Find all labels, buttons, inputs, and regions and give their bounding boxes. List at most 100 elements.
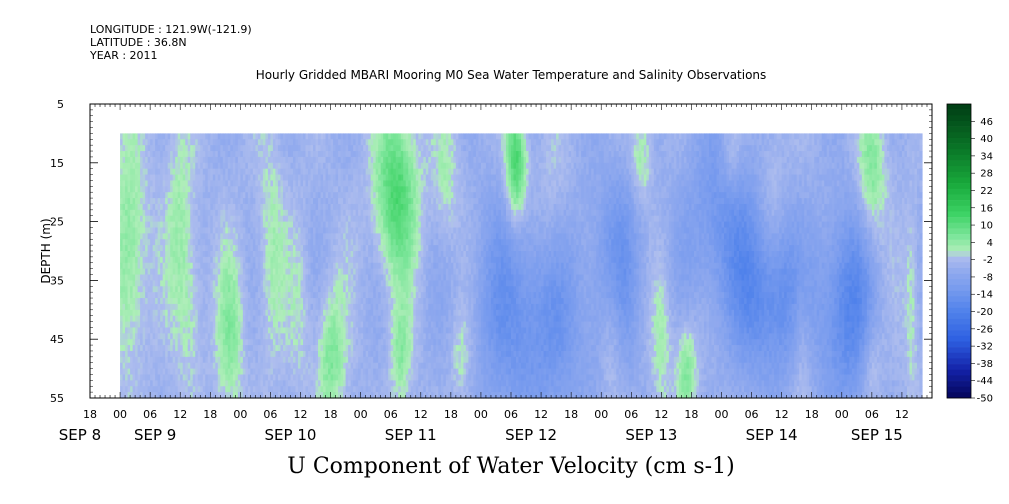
- heatmap-cell: [140, 368, 144, 376]
- heatmap-cell: [120, 145, 124, 152]
- heatmap-cell: [135, 162, 139, 170]
- heatmap-cell: [125, 168, 129, 176]
- heatmap-cell: [125, 215, 129, 223]
- heatmap-cell: [132, 198, 136, 205]
- heatmap-cell: [120, 221, 124, 229]
- heatmap-cell: [122, 198, 126, 205]
- heatmap-cell: [137, 345, 141, 352]
- heatmap-cell: [122, 380, 126, 387]
- heatmap-cell: [125, 292, 129, 299]
- heatmap-cell: [127, 174, 131, 182]
- heatmap-cell: [140, 186, 144, 193]
- heatmap-cell: [127, 350, 131, 358]
- heatmap-cell: [132, 392, 136, 399]
- heatmap-cell: [127, 233, 131, 240]
- heatmap-cell: [120, 233, 124, 240]
- heatmap-cell: [135, 221, 139, 229]
- heatmap-cell: [130, 162, 134, 170]
- heatmap-cell: [125, 392, 129, 399]
- heatmap-cell: [150, 133, 154, 140]
- heatmap-cell: [122, 233, 126, 240]
- heatmap-cell: [122, 256, 126, 264]
- heatmap-cell: [150, 139, 154, 146]
- heatmap-cell: [142, 221, 146, 229]
- heatmap-cell: [120, 303, 124, 311]
- heatmap-cell: [135, 145, 139, 152]
- heatmap-cell: [127, 262, 131, 270]
- heatmap-cell: [132, 356, 136, 364]
- heatmap-cell: [137, 298, 141, 305]
- heatmap-cell: [150, 168, 154, 176]
- heatmap-cell: [145, 215, 149, 223]
- heatmap-cell: [142, 333, 146, 340]
- heatmap-cell: [140, 392, 144, 399]
- heatmap-cell: [132, 315, 136, 323]
- heatmap-cell: [132, 262, 136, 270]
- heatmap-cell: [137, 221, 141, 229]
- heatmap-cell: [137, 145, 141, 152]
- heatmap-cell: [135, 333, 139, 340]
- heatmap-cell: [140, 139, 144, 146]
- heatmap-cell: [130, 151, 134, 158]
- heatmap-cell: [147, 215, 151, 223]
- heatmap-cell: [127, 286, 131, 293]
- heatmap-cell: [132, 221, 136, 229]
- heatmap-cell: [142, 356, 146, 364]
- heatmap-cell: [127, 362, 131, 370]
- heatmap-cell: [142, 350, 146, 358]
- heatmap-cell: [137, 374, 141, 381]
- heatmap-cell: [122, 215, 126, 223]
- heatmap-cell: [125, 309, 129, 317]
- heatmap-cell: [140, 174, 144, 182]
- heatmap-cell: [137, 262, 141, 270]
- heatmap-cell: [125, 156, 129, 164]
- heatmap-cell: [120, 286, 124, 293]
- heatmap-cell: [147, 198, 151, 205]
- heatmap-cell: [122, 192, 126, 199]
- heatmap-cell: [147, 221, 151, 229]
- heatmap-cell: [140, 345, 144, 352]
- heatmap-cell: [135, 133, 139, 140]
- heatmap-cell: [130, 286, 134, 293]
- heatmap-cell: [135, 286, 139, 293]
- heatmap-cell: [125, 262, 129, 270]
- heatmap-cell: [122, 203, 126, 211]
- heatmap-cell: [142, 374, 146, 381]
- heatmap-cell: [132, 321, 136, 329]
- heatmap-cell: [142, 303, 146, 311]
- heatmap-cell: [142, 274, 146, 281]
- heatmap-cell: [125, 345, 129, 352]
- heatmap-cell: [145, 151, 149, 158]
- heatmap-cell: [137, 315, 141, 323]
- heatmap-cell: [125, 303, 129, 311]
- heatmap-cell: [130, 309, 134, 317]
- heatmap-cell: [140, 133, 144, 140]
- heatmap-cell: [127, 321, 131, 329]
- heatmap-cell: [142, 203, 146, 211]
- heatmap-cell: [122, 162, 126, 170]
- heatmap-cell: [147, 227, 151, 234]
- heatmap-cell: [135, 280, 139, 287]
- heatmap-cell: [135, 151, 139, 158]
- heatmap-cell: [140, 339, 144, 346]
- heatmap-cell: [132, 386, 136, 393]
- heatmap-cell: [132, 239, 136, 246]
- heatmap-cell: [122, 239, 126, 246]
- heatmap-cell: [142, 380, 146, 387]
- heatmap-cell: [130, 362, 134, 370]
- heatmap-cell: [145, 309, 149, 317]
- heatmap-cell: [120, 151, 124, 158]
- heatmap-cell: [137, 268, 141, 276]
- heatmap-cell: [150, 145, 154, 152]
- heatmap-cell: [127, 180, 131, 187]
- latitude-label: LATITUDE : 36.8N: [90, 36, 187, 49]
- heatmap-cell: [125, 145, 129, 152]
- heatmap-cell: [147, 203, 151, 211]
- heatmap-cell: [147, 233, 151, 240]
- heatmap-cell: [122, 227, 126, 234]
- heatmap-cell: [127, 392, 131, 399]
- heatmap-cell: [140, 168, 144, 176]
- heatmap-cell: [137, 256, 141, 264]
- heatmap-cell: [147, 251, 151, 258]
